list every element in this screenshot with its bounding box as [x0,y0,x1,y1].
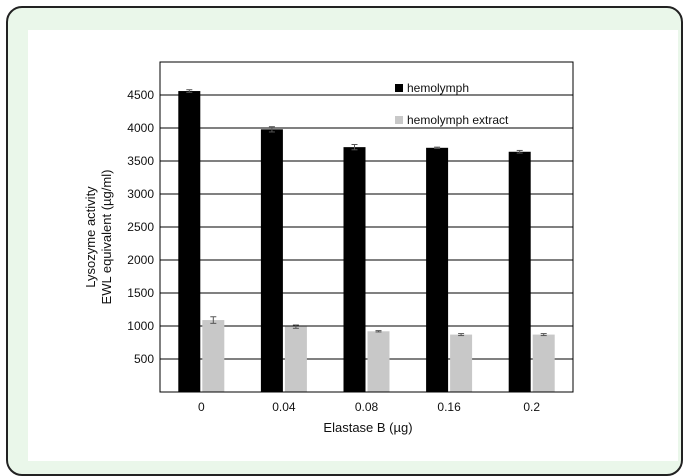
legend-swatch-hemolymph [395,84,403,92]
bar-hemolymph-extract-0.08 [367,331,390,392]
gridlines [160,94,573,360]
bar-hemolymph-extract-0.04 [284,326,307,392]
bar-hemolymph-extract-0 [202,320,225,392]
bar-hemolymph-0.08 [343,147,366,392]
bar-chart: 500 1000 1500 2000 2500 3000 3500 4000 4500 0 0.0… [28,30,678,461]
y-tick-label: 3000 [127,187,154,201]
bar-hemolymph-0.2 [508,151,531,392]
y-tick-label: 4500 [127,88,154,102]
plot-frame [159,61,574,393]
legend-label-hemolymph: hemolymph [407,81,469,95]
y-tick-label: 4000 [127,121,154,135]
legend: hemolymph hemolymph extract [395,81,509,127]
y-tick-label: 3500 [127,154,154,168]
y-tick-label: 1000 [127,319,154,333]
x-tick-label: 0.04 [272,400,296,414]
x-tick-label: 0.2 [523,400,540,414]
legend-swatch-hemolymph-extract [395,116,403,124]
y-tick-labels: 500 1000 1500 2000 2500 3000 3500 4000 4500 [127,88,154,366]
bar-hemolymph-extract-0.2 [532,334,555,392]
legend-label-hemolymph-extract: hemolymph extract [407,113,509,127]
y-axis-label-line: EWL equivalent (µg/ml) [99,170,114,305]
bar-hemolymph-0.16 [426,147,449,392]
x-tick-label: 0.16 [437,400,461,414]
x-tick-labels: 0 0.04 0.08 0.16 0.2 [198,400,540,414]
error-bars [186,89,547,337]
y-tick-label: 500 [134,352,154,366]
bars [178,91,555,392]
x-tick-label: 0.08 [355,400,379,414]
bar-hemolymph-extract-0.16 [450,334,473,392]
plot-border [159,61,574,393]
bar-hemolymph-0 [178,91,201,392]
bar-hemolymph-0.04 [260,129,283,392]
x-tick-label: 0 [198,400,205,414]
y-axis-label-line: Lysozyme activity [83,186,98,288]
y-tick-label: 1500 [127,286,154,300]
y-tick-label: 2000 [127,253,154,267]
y-tick-label: 2500 [127,220,154,234]
x-axis-label: Elastase B (µg) [323,420,412,435]
y-axis-label: Lysozyme activity EWL equivalent (µg/ml) [83,170,114,305]
